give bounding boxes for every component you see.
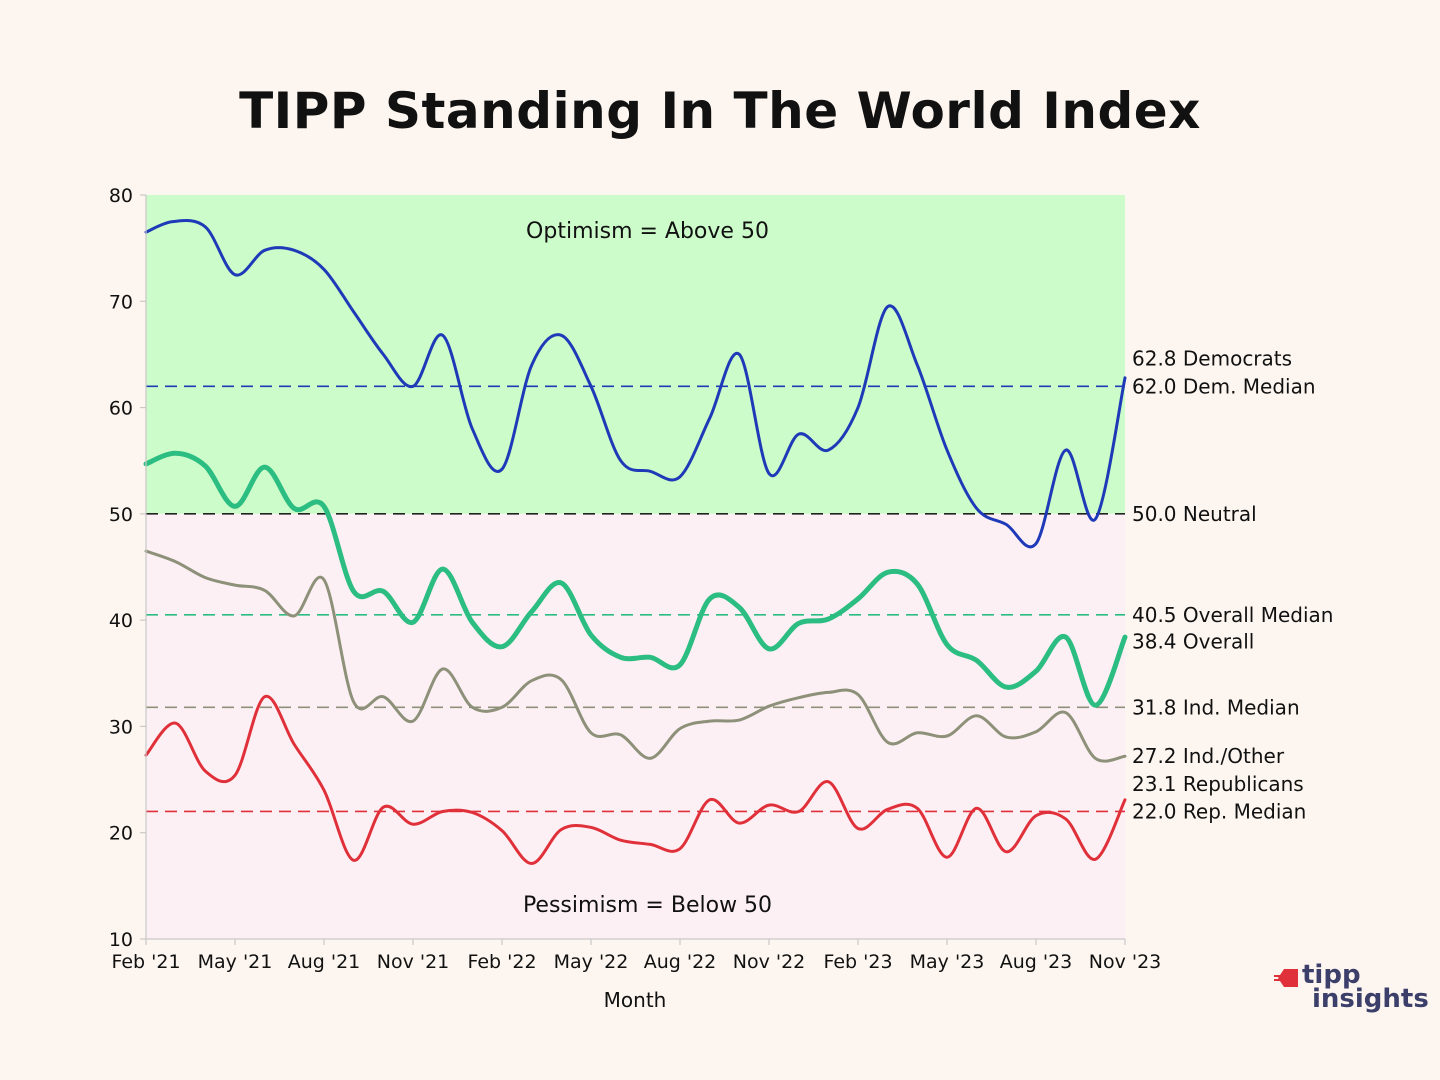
zone-label-optimism: Optimism = Above 50 [526,219,769,244]
annotation-40-5-overall-median: 40.5 Overall Median [1132,603,1333,627]
zone-backgrounds [146,195,1125,939]
reference-lines [146,385,1125,813]
x-tick-label: May '21 [198,951,273,973]
annotation-62-8-democrats: 62.8 Democrats [1132,347,1292,371]
annotation-38-4-overall: 38.4 Overall [1132,629,1254,653]
annotation-31-8-ind-median: 31.8 Ind. Median [1132,695,1300,719]
series-line-democrats [144,219,1127,549]
x-tick-label: Feb '22 [467,951,536,973]
series-line-republicans [144,694,1127,866]
x-tick-label: Feb '23 [823,951,892,973]
x-tick-label: Aug '22 [644,951,717,973]
y-tick-label: 50 [109,504,133,526]
y-tick-label: 10 [109,929,133,951]
x-tick-label: Aug '23 [1000,951,1073,973]
zone-label-pessimism: Pessimism = Below 50 [523,893,772,918]
x-tick-label: May '22 [554,951,629,973]
annotation-27-2-ind-other: 27.2 Ind./Other [1132,744,1285,768]
y-tick-label: 80 [109,185,133,207]
tipp-insights-logo: tipp insights [1274,960,1429,1018]
reference-labels: 62.8 Democrats 62.0 Dem. Median 50.0 Neutr… [1132,347,1333,824]
annotation-22-0-rep-median: 22.0 Rep. Median [1132,799,1306,823]
zone-optimism [146,195,1125,514]
logo-word-insights: insights [1312,984,1429,1014]
zone-pessimism [146,513,1125,939]
annotation-62-0-dem-median: 62.0 Dem. Median [1132,374,1316,398]
logo-mark-icon [1274,969,1298,987]
x-tick-label: Aug '21 [288,951,361,973]
axes: 10 20 30 40 50 60 70 80 Feb '21 May '21 Aug '21 Nov… [109,185,1161,973]
annotation-23-1-republicans: 23.1 Republicans [1132,772,1304,796]
x-tick-label: Nov '23 [1089,951,1162,973]
x-tick-label: Nov '22 [733,951,806,973]
x-tick-label: Feb '21 [111,951,180,973]
series-line-overall [143,450,1128,708]
y-tick-label: 20 [109,823,133,845]
y-tick-label: 40 [109,610,133,632]
series-lines [143,219,1128,866]
y-tick-label: 70 [109,291,133,313]
chart-title: TIPP Standing In The World Index [239,82,1201,140]
series-line-ind-other [144,549,1127,763]
zone-labels: Optimism = Above 50 Pessimism = Below 50 [523,219,772,918]
x-tick-label: Nov '21 [377,951,450,973]
logo-word-tipp: tipp [1302,960,1361,990]
x-axis-title: Month [604,988,667,1012]
y-tick-label: 60 [109,398,133,420]
y-tick-label: 30 [109,716,133,738]
x-tick-label: May '23 [910,951,985,973]
annotation-50-0-neutral: 50.0 Neutral [1132,502,1257,526]
